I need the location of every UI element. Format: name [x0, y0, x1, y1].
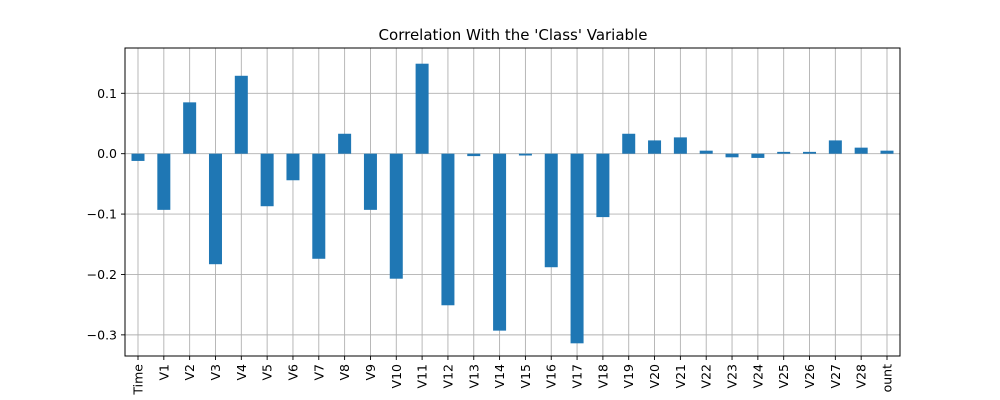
bar-v24: [751, 153, 765, 158]
bar-v19: [622, 133, 636, 154]
x-tick-label: V1: [156, 364, 171, 381]
x-tick-label: V20: [647, 364, 662, 389]
bar-v7: [312, 153, 326, 259]
plot-frame: [124, 47, 901, 357]
bar-v4: [234, 75, 248, 154]
bar-ount: [880, 150, 894, 154]
bars: [131, 63, 894, 344]
x-tick-label: V9: [363, 364, 378, 381]
x-tick-label: V24: [750, 364, 765, 389]
bar-v8: [338, 133, 352, 154]
x-tick-label: V22: [699, 364, 714, 388]
bar-v28: [854, 147, 868, 154]
x-tick-label: Time: [131, 364, 146, 396]
x-tick-label: V17: [570, 364, 585, 388]
x-tick-label: V18: [595, 364, 610, 389]
x-tick-label: V21: [673, 364, 688, 388]
bar-v17: [570, 153, 584, 344]
x-tick-label: V7: [311, 364, 326, 381]
bar-v22: [699, 150, 713, 154]
bar-v15: [518, 153, 532, 156]
y-tick-label: −0.2: [87, 267, 117, 282]
x-tick-label: V3: [208, 364, 223, 381]
x-tick-label: V19: [621, 364, 636, 389]
x-tick-label: V23: [725, 364, 740, 388]
chart-title: Correlation With the 'Class' Variable: [379, 26, 648, 44]
x-tick-label: V28: [854, 364, 869, 389]
x-tick-label: V25: [776, 364, 791, 388]
bar-v26: [803, 151, 817, 154]
bar-v6: [286, 153, 300, 181]
bar-v16: [544, 153, 558, 268]
y-tick-label: 0.0: [97, 146, 117, 161]
axes: Time V1 V2 V3 V4 V5 V6 V7 V8 V9 V10 V11 V12 V13 V14 V15…: [87, 86, 895, 396]
bar-v3: [208, 153, 222, 265]
bar-v1: [157, 153, 171, 210]
y-tick-label: −0.3: [87, 327, 117, 342]
x-tick-label: V26: [802, 364, 817, 389]
x-tick-label: V12: [440, 364, 455, 388]
x-tick-label: V6: [285, 364, 300, 381]
bar-v12: [441, 153, 455, 306]
bar-v14: [493, 153, 507, 331]
x-tick-label: V15: [518, 364, 533, 388]
bar-v21: [673, 137, 687, 154]
x-tick-label: V5: [260, 364, 275, 381]
bar-v25: [777, 151, 791, 154]
x-tick-label: V27: [828, 364, 843, 388]
x-tick-label: V2: [182, 364, 197, 381]
x-tick-label: V14: [492, 364, 507, 389]
x-tick-label: V8: [337, 364, 352, 381]
bar-v20: [648, 140, 662, 154]
y-tick-label: −0.1: [87, 207, 117, 222]
x-tick-label: V16: [544, 364, 559, 389]
bar-v9: [363, 153, 377, 210]
bar-time: [131, 153, 145, 161]
x-tick-label: V4: [234, 364, 249, 381]
bar-v18: [596, 153, 610, 218]
y-tick-label: 0.1: [97, 86, 117, 101]
x-tick-label: V13: [466, 364, 481, 388]
bar-v5: [260, 153, 274, 207]
bar-v2: [183, 102, 197, 154]
bar-v23: [725, 153, 739, 158]
x-tick-label: ount: [880, 364, 895, 392]
bar-v10: [389, 153, 403, 279]
bar-v13: [467, 153, 481, 157]
x-tick-label: V11: [415, 364, 430, 388]
bar-v27: [828, 140, 842, 154]
x-tick-label: V10: [389, 364, 404, 389]
bar-v11: [415, 63, 429, 154]
